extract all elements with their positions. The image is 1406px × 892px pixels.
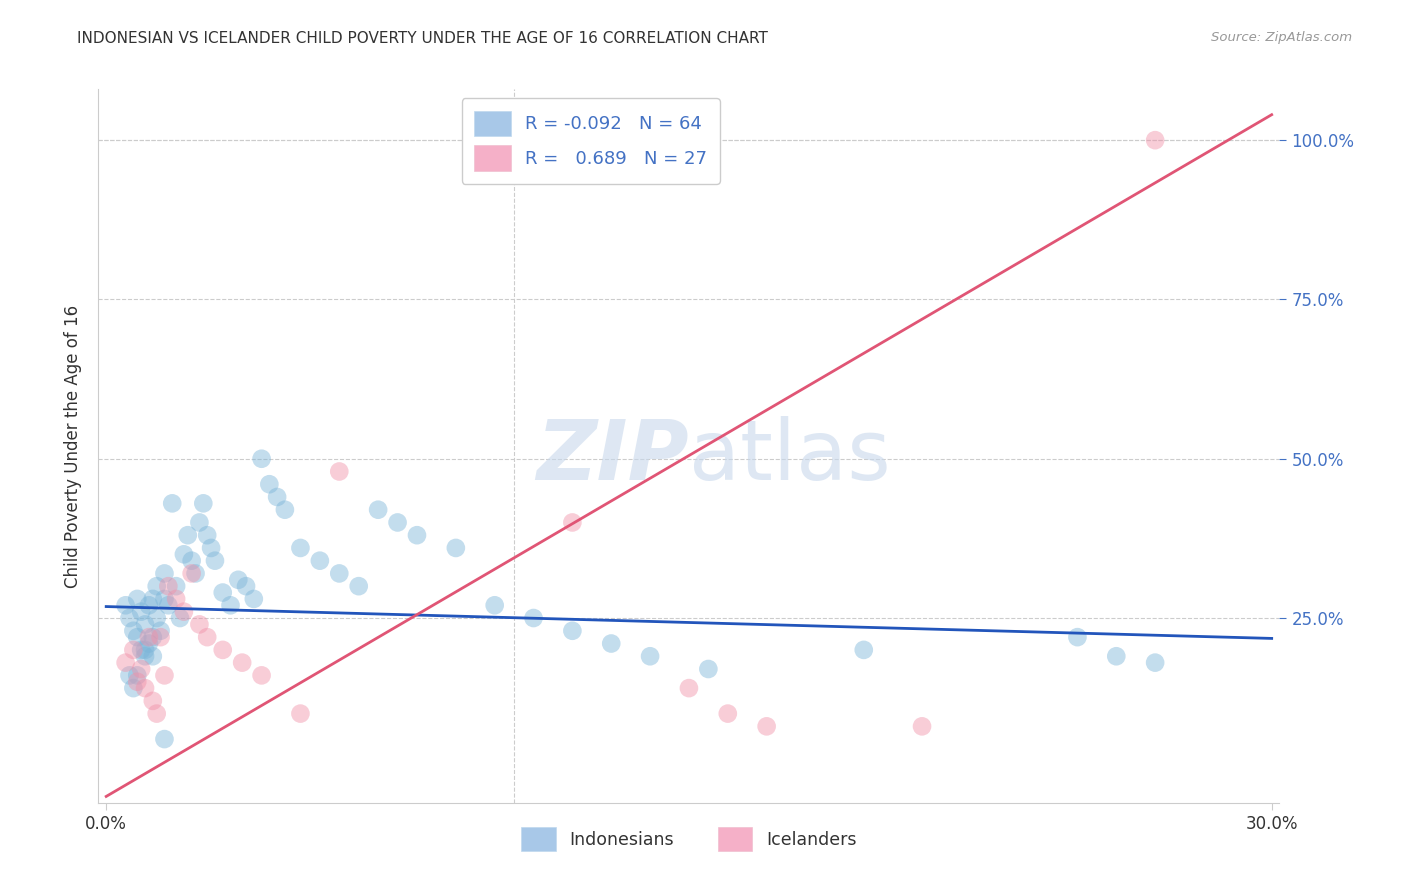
Point — [114, 599, 136, 613]
Point — [162, 496, 183, 510]
Point — [522, 611, 544, 625]
Point — [173, 605, 195, 619]
Point — [717, 706, 740, 721]
Point — [142, 694, 165, 708]
Point — [142, 591, 165, 606]
Point — [127, 591, 149, 606]
Point — [122, 624, 145, 638]
Point — [127, 668, 149, 682]
Point — [142, 630, 165, 644]
Point — [243, 591, 266, 606]
Point — [193, 496, 215, 510]
Y-axis label: Child Poverty Under the Age of 16: Child Poverty Under the Age of 16 — [63, 304, 82, 588]
Point — [852, 643, 875, 657]
Point — [134, 643, 156, 657]
Point — [678, 681, 700, 695]
Point — [184, 566, 207, 581]
Point — [211, 643, 233, 657]
Point — [266, 490, 288, 504]
Point — [129, 662, 152, 676]
Point — [290, 541, 312, 555]
Point — [444, 541, 467, 555]
Point — [142, 649, 165, 664]
Point — [157, 599, 180, 613]
Point — [165, 591, 187, 606]
Point — [122, 643, 145, 657]
Point — [138, 636, 160, 650]
Point — [387, 516, 409, 530]
Point — [561, 624, 583, 638]
Point — [1066, 630, 1088, 644]
Point — [180, 554, 202, 568]
Point — [188, 617, 211, 632]
Point — [1105, 649, 1128, 664]
Point — [173, 547, 195, 561]
Point — [1144, 656, 1167, 670]
Point — [153, 732, 176, 747]
Point — [153, 591, 176, 606]
Point — [153, 668, 176, 682]
Point — [697, 662, 720, 676]
Point — [250, 451, 273, 466]
Point — [134, 649, 156, 664]
Point — [145, 611, 167, 625]
Point — [134, 681, 156, 695]
Point — [145, 579, 167, 593]
Point — [129, 605, 152, 619]
Text: ZIP: ZIP — [536, 417, 689, 497]
Point — [600, 636, 623, 650]
Point — [122, 681, 145, 695]
Point — [484, 599, 506, 613]
Point — [118, 611, 141, 625]
Point — [328, 566, 350, 581]
Point — [165, 579, 187, 593]
Point — [290, 706, 312, 721]
Point — [177, 528, 200, 542]
Point — [149, 624, 172, 638]
Point — [180, 566, 202, 581]
Point — [188, 516, 211, 530]
Point — [138, 630, 160, 644]
Point — [755, 719, 778, 733]
Point — [127, 630, 149, 644]
Point — [118, 668, 141, 682]
Point — [367, 502, 389, 516]
Point — [134, 617, 156, 632]
Text: Source: ZipAtlas.com: Source: ZipAtlas.com — [1212, 31, 1353, 45]
Point — [138, 599, 160, 613]
Point — [347, 579, 370, 593]
Point — [1144, 133, 1167, 147]
Point — [195, 630, 218, 644]
Point — [219, 599, 242, 613]
Point — [250, 668, 273, 682]
Point — [114, 656, 136, 670]
Point — [309, 554, 332, 568]
Point — [145, 706, 167, 721]
Point — [235, 579, 257, 593]
Text: atlas: atlas — [689, 417, 890, 497]
Point — [211, 585, 233, 599]
Legend: Indonesians, Icelanders: Indonesians, Icelanders — [515, 820, 863, 858]
Point — [204, 554, 226, 568]
Point — [195, 528, 218, 542]
Point — [127, 674, 149, 689]
Point — [561, 516, 583, 530]
Point — [169, 611, 191, 625]
Point — [153, 566, 176, 581]
Point — [200, 541, 222, 555]
Point — [226, 573, 249, 587]
Point — [157, 579, 180, 593]
Point — [328, 465, 350, 479]
Point — [911, 719, 934, 733]
Point — [149, 630, 172, 644]
Point — [129, 643, 152, 657]
Point — [259, 477, 281, 491]
Point — [274, 502, 297, 516]
Point — [231, 656, 253, 670]
Point — [406, 528, 429, 542]
Point — [638, 649, 661, 664]
Text: INDONESIAN VS ICELANDER CHILD POVERTY UNDER THE AGE OF 16 CORRELATION CHART: INDONESIAN VS ICELANDER CHILD POVERTY UN… — [77, 31, 768, 46]
